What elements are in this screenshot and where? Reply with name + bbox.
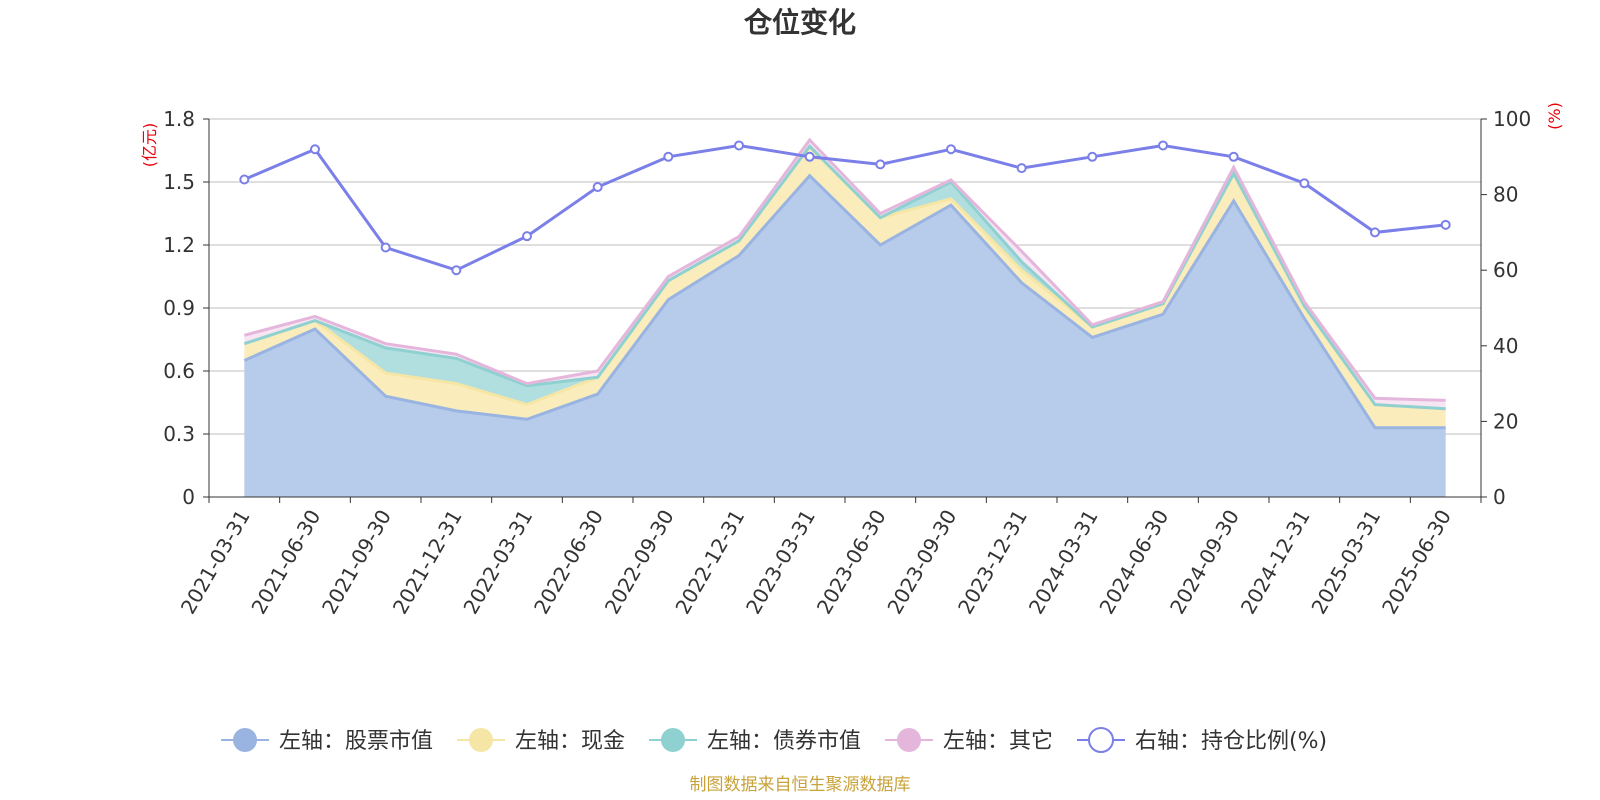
left-tick-label: 1.2 [163,233,195,257]
x-tick-label: 2022-12-31 [670,506,749,619]
right-tick-label: 20 [1493,409,1518,433]
ratio-point [663,151,674,162]
x-tick-label: 2025-06-30 [1377,506,1456,619]
ratio-point [239,174,250,185]
x-tick-label: 2022-09-30 [600,506,679,619]
ratio-point [1087,151,1098,162]
ratio-point [1370,227,1380,238]
ratio-point [1158,140,1168,151]
x-tick-label: 2024-12-31 [1236,506,1315,619]
source-note: 制图数据来自恒生聚源数据库 [690,775,911,795]
ratio-point [1228,151,1239,162]
ratio-point [804,151,815,162]
left-tick-label: 0.9 [163,296,195,320]
x-tick-label: 2022-03-31 [458,506,537,619]
legend-item: 左轴：债券市值 [649,728,861,754]
right-tick-label: 60 [1493,258,1518,282]
ratio-point [310,144,320,155]
x-tick-label: 2022-06-30 [529,506,608,619]
legend-item: 右轴：持仓比例(%) [1077,727,1327,754]
area-9ab4e2 [244,175,1446,497]
legend-label: 左轴：其它 [943,729,1053,754]
legend-item: 左轴：其它 [885,728,1053,754]
legend-marker [661,728,685,752]
legend-label: 左轴：现金 [515,729,625,754]
x-tick-label: 2023-12-31 [953,506,1032,619]
ratio-point [451,265,462,276]
legend-marker [233,728,257,752]
ratio-point [734,140,744,151]
legend-label: 左轴：股票市值 [279,729,433,754]
legend-item: 左轴：现金 [457,728,625,754]
ratio-line [239,140,1451,276]
area-line-8fd0d1 [243,144,1446,411]
legend-marker [897,728,921,752]
area-line-e5b6dc [243,137,1446,402]
x-tick-label: 2021-12-31 [388,506,467,619]
x-tick-label: 2021-06-30 [246,506,325,619]
x-tick-label: 2023-09-30 [882,506,961,619]
legend-label: 左轴：债券市值 [707,729,861,754]
x-tick-label: 2025-03-31 [1306,506,1385,619]
left-axis-unit: (亿元) [140,123,159,168]
ratio-point [522,231,532,242]
legend-label: 右轴：持仓比例(%) [1135,729,1327,754]
ratio-point [875,159,886,170]
x-axis-ticks: 2021-03-312021-06-302021-09-302021-12-31… [176,497,1482,619]
right-tick-label: 0 [1493,485,1506,509]
left-axis-ticks: 0 0.3 0.6 0.9 1.2 1.5 1.8 [163,107,209,509]
ratio-point [1016,163,1027,174]
ratio-point [592,182,603,193]
area-f6e6a5 [244,146,1446,428]
chart-title: 仓位变化 [744,6,856,39]
ratio-point [380,242,391,253]
legend-item: 左轴：股票市值 [221,728,433,754]
left-tick-label: 1.8 [163,107,195,131]
stacked-areas [243,137,1446,497]
right-axis-unit: (%) [1545,102,1564,130]
x-tick-label: 2023-06-30 [812,506,891,619]
left-tick-label: 0 [182,485,195,509]
x-tick-label: 2021-03-31 [176,506,255,619]
legend: 左轴：股票市值 左轴：现金 左轴：债券市值 左轴：其它 右轴：持仓比例(%) [221,727,1327,754]
x-tick-label: 2024-06-30 [1094,506,1173,619]
ratio-point [1440,219,1451,230]
ratio-line-path [243,143,1446,272]
area-line-9ab4e2 [243,173,1446,430]
right-tick-label: 40 [1493,334,1518,358]
ratio-point [1299,178,1310,189]
left-tick-label: 0.3 [163,422,195,446]
x-tick-label: 2021-09-30 [317,506,396,619]
x-tick-label: 2024-03-31 [1024,506,1103,619]
legend-marker [469,728,493,752]
x-tick-label: 2023-03-31 [741,506,820,619]
legend-marker [1088,727,1114,753]
right-tick-label: 80 [1493,183,1518,207]
x-tick-label: 2024-09-30 [1165,506,1244,619]
ratio-point [946,144,956,155]
right-axis-ticks: 0 20 40 60 80 100 [1481,107,1531,509]
right-tick-label: 100 [1493,107,1531,131]
left-tick-label: 0.6 [163,359,195,383]
left-tick-label: 1.5 [163,170,195,194]
